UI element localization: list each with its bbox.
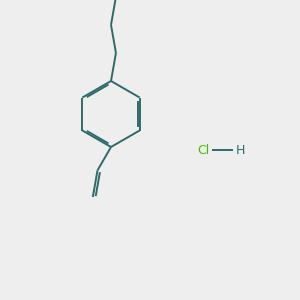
Text: H: H	[236, 143, 245, 157]
Text: Cl: Cl	[198, 143, 210, 157]
